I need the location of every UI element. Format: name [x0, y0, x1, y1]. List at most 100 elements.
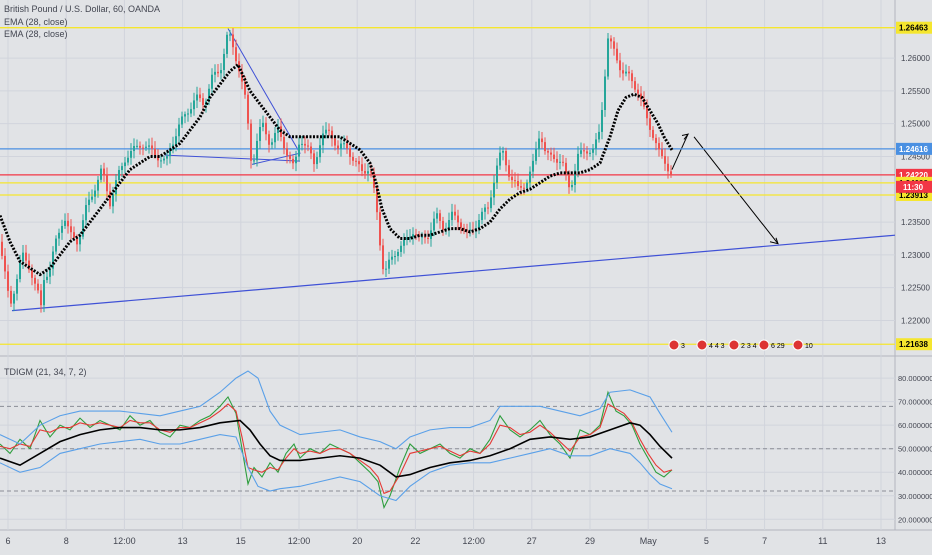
- event-flag-icon: [668, 339, 680, 351]
- candle-body: [247, 94, 249, 124]
- candle-body: [100, 168, 102, 180]
- candle-body: [553, 154, 555, 159]
- price-level-label: 1.24616: [899, 145, 928, 154]
- candle-body: [490, 197, 492, 209]
- ema-legend-2[interactable]: EMA (28, close): [4, 29, 68, 39]
- candle-body: [646, 106, 648, 119]
- candle-body: [10, 290, 12, 304]
- ema-28-line: [0, 62, 674, 277]
- indicator-market-base-line: [0, 419, 673, 478]
- candle-body: [28, 260, 30, 270]
- indicator-legend[interactable]: TDIGM (21, 34, 7, 2): [4, 367, 87, 377]
- time-tick-label: May: [640, 536, 658, 546]
- candle-body: [355, 160, 357, 162]
- candle-body: [508, 165, 510, 177]
- candle-body: [232, 34, 234, 48]
- ema-legend-1[interactable]: EMA (28, close): [4, 17, 68, 27]
- candle-body: [394, 256, 396, 258]
- candle-body: [415, 234, 417, 236]
- support-trendline: [11, 234, 896, 312]
- candle-body: [427, 237, 429, 239]
- candle-body: [538, 138, 540, 150]
- candle-body: [259, 127, 261, 141]
- candle-body: [439, 213, 441, 221]
- candle-body: [7, 271, 9, 291]
- candle-body: [70, 226, 72, 233]
- time-tick-label: 12:00: [113, 536, 136, 546]
- candle-body: [193, 100, 195, 110]
- candle-body: [208, 88, 210, 102]
- candle-body: [457, 215, 459, 223]
- candle-body: [223, 53, 225, 71]
- candle-body: [52, 251, 54, 269]
- candle-body: [301, 143, 303, 145]
- candle-body: [559, 161, 561, 163]
- candle-body: [595, 139, 597, 149]
- candle-body: [517, 181, 519, 187]
- candle-body: [298, 144, 300, 157]
- candle-body: [142, 147, 144, 149]
- candle-body: [601, 109, 603, 132]
- candle-body: [655, 137, 657, 144]
- candle-body: [391, 256, 393, 260]
- countdown-label: 11:30: [903, 183, 924, 192]
- candle-body: [469, 229, 471, 231]
- symbol-legend[interactable]: British Pound / U.S. Dollar, 60, OANDA: [4, 4, 161, 14]
- candle-body: [586, 151, 588, 154]
- candle-body: [160, 160, 162, 162]
- time-tick-label: 7: [762, 536, 767, 546]
- candle-body: [79, 236, 81, 245]
- candle-body: [67, 220, 69, 227]
- candle-body: [106, 174, 108, 192]
- candle-body: [322, 133, 324, 146]
- time-tick-label: 5: [704, 536, 709, 546]
- indicator-tick-label: 20.000000: [898, 515, 932, 524]
- candle-body: [370, 171, 372, 173]
- candle-body: [289, 155, 291, 159]
- candle-body: [13, 293, 15, 304]
- candle-body: [442, 220, 444, 231]
- candle-body: [406, 237, 408, 240]
- candle-body: [649, 118, 651, 130]
- candle-body: [361, 164, 363, 171]
- time-tick-label: 11: [818, 536, 827, 546]
- candle-body: [124, 162, 126, 167]
- candle-body: [607, 38, 609, 77]
- candle-body: [514, 180, 516, 182]
- projection-arrow-down: [693, 136, 779, 245]
- candle-body: [343, 143, 345, 145]
- candle-body: [349, 148, 351, 157]
- candle-body: [658, 143, 660, 150]
- candle-body: [175, 136, 177, 145]
- time-tick-label: 20: [352, 536, 362, 546]
- candle-body: [511, 176, 513, 181]
- candle-body: [547, 151, 549, 153]
- candle-body: [58, 232, 60, 239]
- time-tick-label: 27: [527, 536, 537, 546]
- candle-body: [220, 70, 222, 74]
- candle-body: [664, 156, 666, 164]
- candle-body: [568, 173, 570, 188]
- candle-body: [385, 268, 387, 270]
- candle-body: [25, 252, 27, 261]
- event-badge-label: 3: [681, 343, 685, 350]
- event-flag-icon: [728, 339, 740, 351]
- candle-body: [196, 94, 198, 101]
- candle-body: [625, 71, 627, 74]
- price-tick-label: 1.22500: [901, 284, 930, 293]
- candle-body: [529, 171, 531, 183]
- time-tick-label: 6: [5, 536, 10, 546]
- candle-body: [541, 138, 543, 143]
- event-flag-icon: [696, 339, 708, 351]
- candle-body: [91, 196, 93, 200]
- candle-body: [46, 276, 48, 281]
- candle-body: [496, 165, 498, 183]
- price-tick-label: 1.23500: [901, 218, 930, 227]
- candle-body: [112, 194, 114, 207]
- price-tick-label: 1.22000: [901, 316, 930, 325]
- candle-body: [670, 171, 672, 176]
- time-tick-label: 29: [585, 536, 595, 546]
